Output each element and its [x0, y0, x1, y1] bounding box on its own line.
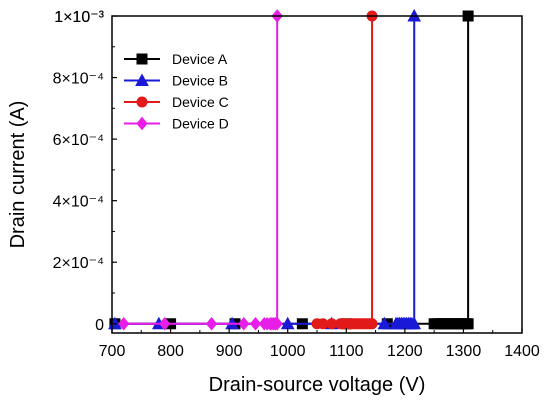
series-device-a	[109, 10, 474, 330]
x-tick-label: 900	[216, 343, 243, 360]
legend-label: Device C	[172, 94, 229, 110]
legend-marker	[136, 96, 148, 108]
legend-label: Device A	[172, 51, 228, 67]
y-tick-label: 4×10⁻⁴	[53, 194, 104, 211]
data-point	[238, 316, 250, 331]
legend-item: Device B	[124, 73, 228, 89]
x-tick-label: 700	[99, 343, 126, 360]
data-point	[462, 318, 474, 330]
y-tick-label: 0	[95, 317, 104, 334]
x-tick-label: 1300	[446, 343, 482, 360]
legend-item: Device D	[124, 116, 229, 132]
legend-item: Device C	[124, 94, 229, 110]
legend-label: Device D	[172, 116, 229, 132]
data-point	[118, 316, 130, 331]
legend-item: Device A	[124, 51, 228, 67]
legend-marker	[135, 73, 149, 86]
series-device-d	[118, 9, 283, 331]
x-ticks: 700 800 900 1000 1100 1200 1300 1400	[99, 328, 540, 360]
series-line	[317, 16, 374, 325]
series-line	[114, 16, 416, 325]
data-point	[159, 316, 171, 331]
x-tick-label: 1200	[387, 343, 423, 360]
x-tick-label: 1100	[329, 343, 364, 360]
y-tick-label: 8×10⁻⁴	[53, 71, 104, 88]
x-tick-label: 1400	[504, 343, 540, 360]
data-point	[377, 316, 392, 330]
legend-marker	[136, 116, 148, 131]
data-point	[407, 316, 422, 330]
series-device-c	[311, 10, 378, 330]
y-axis-title: Drain current (A)	[7, 101, 29, 249]
y-ticks: 0 2×10⁻⁴ 4×10⁻⁴ 6×10⁻⁴ 8×10⁻⁴ 1×10⁻³	[53, 9, 117, 334]
data-point	[271, 316, 283, 331]
x-tick-label: 1000	[270, 343, 306, 360]
y-tick-label: 6×10⁻⁴	[53, 132, 104, 149]
legend: Device A Device B Device C Device D	[124, 51, 229, 132]
series-device-b	[108, 8, 422, 330]
x-tick-label: 800	[157, 343, 184, 360]
y-top-tick-label: 1×10⁻³	[54, 9, 104, 26]
plot-marks	[108, 8, 474, 331]
legend-marker	[136, 53, 148, 65]
legend-label: Device B	[172, 73, 228, 89]
x-axis-title: Drain-source voltage (V)	[209, 374, 426, 396]
y-tick-label: 2×10⁻⁴	[53, 255, 104, 272]
data-point	[249, 316, 262, 331]
data-point	[205, 316, 218, 331]
y-tick-label: 1×10⁻³	[54, 9, 104, 26]
data-point	[366, 318, 378, 330]
